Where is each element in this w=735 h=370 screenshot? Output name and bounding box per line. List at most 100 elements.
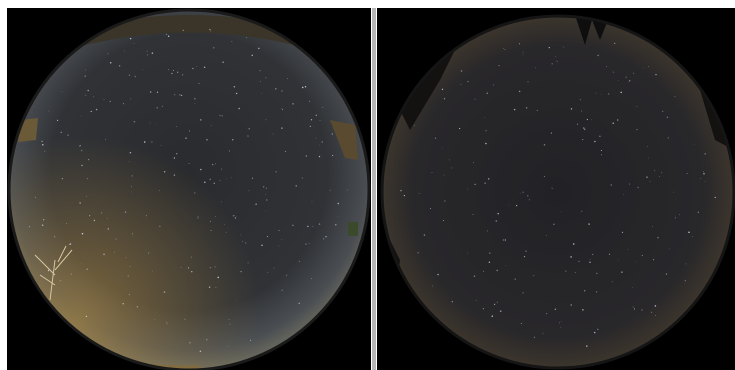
star [233, 86, 236, 88]
star [311, 278, 313, 279]
star [234, 215, 235, 216]
star [151, 52, 154, 54]
star [275, 88, 277, 90]
star [47, 269, 50, 272]
star [221, 115, 223, 117]
star [200, 119, 202, 121]
star [611, 281, 613, 283]
star [486, 230, 489, 232]
star [674, 95, 676, 97]
star [247, 262, 249, 264]
star [131, 191, 132, 193]
star [181, 94, 183, 97]
star [496, 269, 498, 272]
star [596, 291, 598, 293]
star [217, 276, 219, 279]
star [182, 29, 184, 31]
star [168, 69, 170, 71]
star [115, 238, 117, 240]
star [550, 132, 552, 134]
star [185, 137, 187, 139]
star [688, 231, 690, 234]
star [515, 204, 518, 207]
star [598, 57, 600, 59]
star [179, 94, 181, 96]
star [80, 149, 83, 152]
left-sky [9, 10, 369, 370]
star [526, 107, 528, 109]
star [649, 181, 651, 182]
star [608, 253, 611, 255]
star [173, 157, 176, 159]
star [209, 266, 212, 269]
star [528, 199, 531, 201]
star [212, 163, 214, 166]
star [298, 260, 300, 262]
star [635, 261, 637, 262]
star [600, 154, 602, 156]
star [265, 193, 266, 195]
star [215, 216, 216, 217]
star [485, 129, 487, 132]
star [616, 119, 619, 121]
star [177, 71, 179, 73]
star [607, 93, 610, 95]
star [265, 187, 268, 189]
star [221, 168, 222, 170]
star [475, 299, 477, 302]
star [88, 159, 90, 161]
star [694, 144, 695, 146]
star [67, 134, 69, 136]
star [606, 66, 608, 68]
star [417, 252, 419, 254]
star [92, 96, 94, 98]
star [641, 309, 643, 311]
star [219, 114, 221, 117]
star [228, 150, 230, 152]
star [197, 218, 199, 219]
star [451, 301, 453, 303]
star [200, 168, 202, 171]
star [520, 322, 522, 324]
star [103, 98, 105, 100]
star [474, 98, 476, 100]
star [629, 80, 631, 82]
star [160, 144, 162, 146]
star [474, 183, 476, 186]
star [432, 285, 434, 287]
star [231, 139, 234, 141]
star [686, 172, 688, 174]
star [703, 173, 705, 175]
star [122, 302, 124, 305]
star [533, 336, 536, 338]
star [228, 319, 230, 320]
star [522, 51, 524, 53]
star [278, 245, 280, 247]
star [292, 224, 294, 226]
star [315, 114, 317, 116]
star [242, 240, 244, 242]
star [641, 254, 643, 257]
star [199, 350, 202, 353]
star [161, 105, 163, 107]
star [188, 130, 190, 132]
star [503, 47, 504, 49]
star [261, 244, 263, 247]
star [235, 92, 238, 95]
star [167, 35, 170, 37]
star [586, 345, 588, 347]
star [580, 110, 582, 112]
star [600, 149, 602, 152]
star [612, 122, 614, 124]
star [163, 35, 164, 37]
star [231, 41, 233, 42]
star [267, 271, 269, 274]
star [582, 127, 585, 129]
star [142, 69, 144, 70]
star [308, 100, 310, 102]
star [580, 210, 583, 213]
star [278, 229, 280, 232]
star [285, 274, 288, 277]
star [90, 110, 92, 113]
